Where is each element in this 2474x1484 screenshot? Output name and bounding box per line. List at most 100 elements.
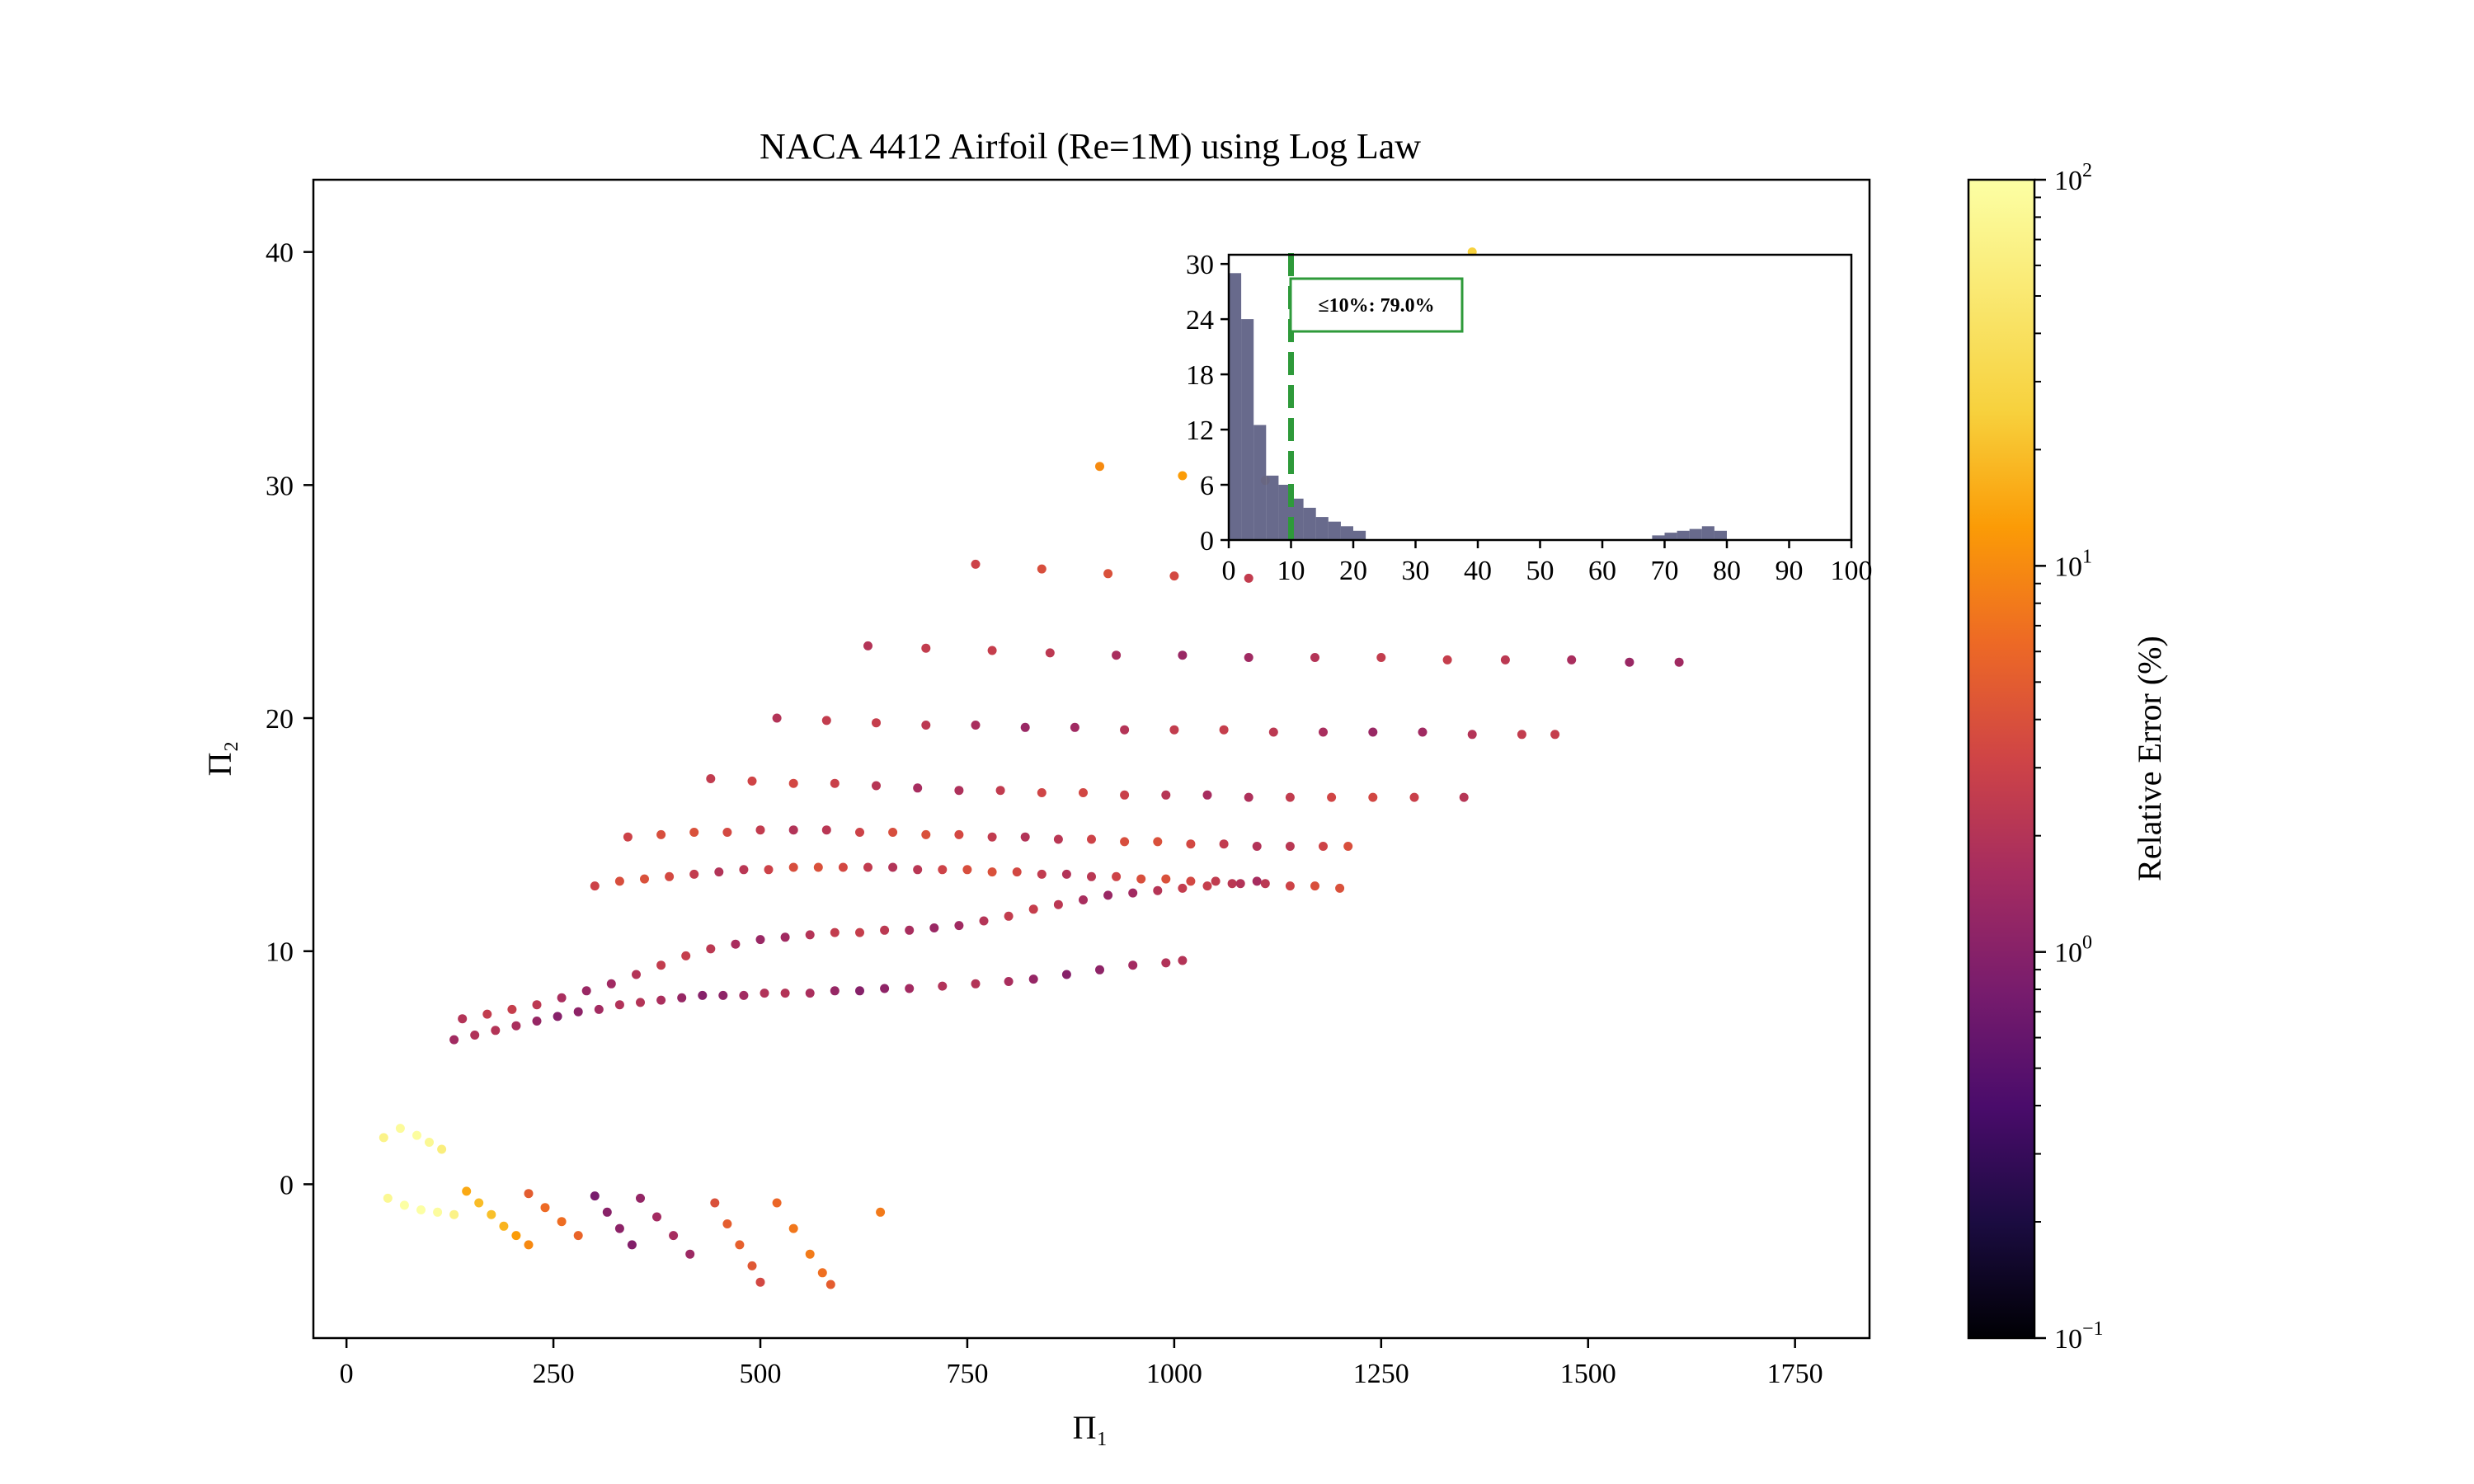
scatter-point [954,829,964,839]
scatter-point [747,1261,757,1270]
colorbar-tick-label: 102 [2054,160,2092,196]
x-tick-label: 0 [340,1359,354,1389]
scatter-point [1103,569,1113,579]
scatter-point [880,984,890,993]
scatter-point [821,716,831,726]
y-tick-label: 20 [266,704,294,735]
scatter-point [656,829,666,839]
scatter-point [470,1031,480,1040]
scatter-point [458,1014,468,1024]
colorbar-tick-label: 100 [2054,932,2092,969]
colorbar-label: Relative Error (%) [2131,636,2168,881]
scatter-point [1310,881,1319,891]
scatter-point [706,774,716,783]
inset-annotation-box [1289,277,1464,333]
chart-title: NACA 4412 Airfoil (Re=1M) using Log Law [760,126,1421,167]
scatter-point [532,1000,542,1010]
scatter-point [735,1240,745,1250]
scatter-point [780,989,790,998]
scatter-point [474,1198,484,1208]
scatter-point [805,930,815,940]
scatter-point [1037,564,1047,574]
scatter-point [627,1240,637,1250]
inset-x-tick-label: 10 [1277,556,1305,586]
scatter-point [689,869,699,879]
scatter-point [913,783,923,793]
x-tick-label: 1750 [1767,1359,1823,1389]
scatter-point [1500,655,1510,665]
scatter-point [1112,871,1122,881]
scatter-point [718,990,728,1000]
inset-y-tick-label: 0 [1200,526,1214,556]
scatter-point [987,646,997,655]
x-tick-label: 500 [740,1359,782,1389]
scatter-point [652,1212,661,1222]
scatter-point [760,989,769,998]
scatter-point [714,867,724,877]
inset-x-tick-label: 0 [1222,556,1236,586]
colorbar-tick-base: 10 [2054,166,2082,196]
scatter-point [1045,648,1055,658]
scatter-point [540,1203,550,1213]
scatter-point [954,921,964,931]
inset-annotation: ≤10%: 79.0% [1318,295,1434,317]
colorbar-tick-base: 10 [2054,1324,2082,1355]
scatter-points [379,247,1684,1289]
scatter-point [706,944,716,954]
scatter-point [938,981,948,991]
scatter-point [677,993,687,1003]
scatter-point [1319,727,1328,737]
scatter-point [1120,725,1130,735]
colorbar-tick-exponent: −1 [2082,1318,2104,1340]
inset-y-tick-label: 12 [1186,416,1214,446]
scatter-point [1053,834,1063,844]
x-axis-label: Π₁ [1073,1409,1108,1446]
scatter-point [623,832,633,842]
scatter-point [722,828,732,837]
scatter-point [1376,653,1386,662]
scatter-point [573,1231,583,1241]
scatter-point [594,1004,604,1014]
inset-bar [1664,533,1677,540]
scatter-point [557,1217,567,1227]
main-axes-frame [312,178,1871,1340]
scatter-point [1409,792,1419,802]
scatter-point [590,881,600,891]
scatter-point [1244,653,1253,662]
inset-x-tick-label: 90 [1776,556,1804,586]
scatter-point [685,1249,695,1259]
scatter-point [1327,792,1337,802]
colorbar-tick-exponent: 0 [2082,932,2092,954]
scatter-point [772,713,782,723]
scatter-point [524,1189,534,1199]
scatter-point [1095,965,1104,974]
scatter-point [1037,788,1047,797]
scatter-point [1028,904,1038,914]
scatter-point [1268,727,1278,737]
scatter-point [995,786,1005,796]
scatter-point [855,986,864,996]
inset-bar [1328,521,1341,540]
inset-bar [1229,273,1242,540]
scatter-point [1418,727,1427,737]
inset-bar [1652,535,1665,540]
scatter-point [1178,650,1188,660]
scatter-point [971,721,981,730]
scatter-point [698,990,708,1000]
scatter-point [888,828,898,837]
scatter-point [416,1205,426,1214]
scatter-point [1319,842,1328,851]
scatter-point [1120,837,1130,847]
inset-x-tick-label: 80 [1713,556,1741,586]
scatter-point [788,778,798,788]
inset-bar [1340,526,1353,540]
colorbar-tick-label: 10−1 [2054,1318,2104,1355]
scatter-point [412,1130,421,1140]
colorbar-tick-label: 101 [2054,546,2092,582]
inset-x-tick-label: 50 [1526,556,1554,586]
inset-bar [1278,485,1291,540]
scatter-point [747,776,757,786]
scatter-point [880,925,890,935]
scatter-point [1004,977,1014,986]
